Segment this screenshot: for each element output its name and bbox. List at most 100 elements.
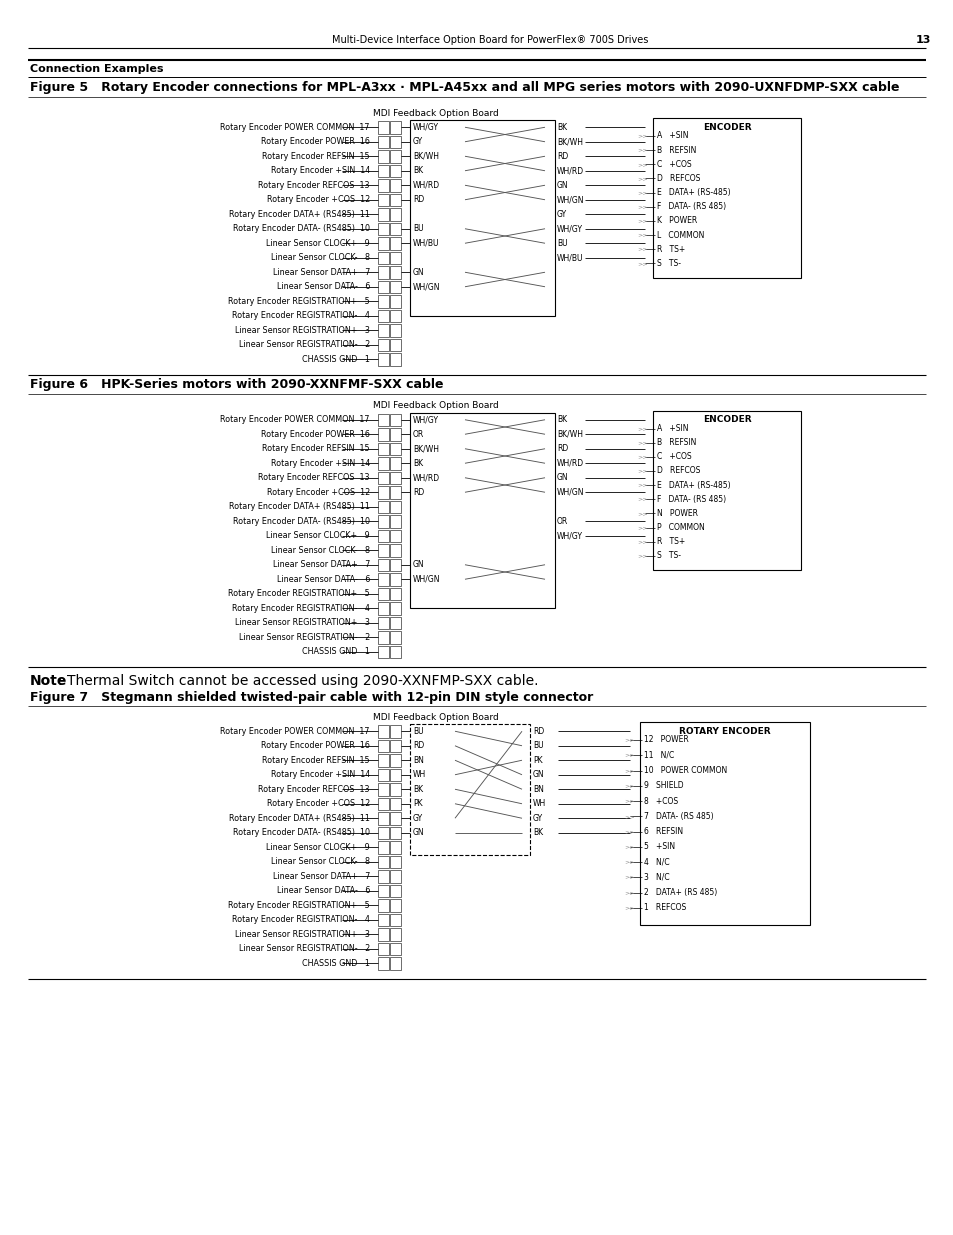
Text: WH/GN: WH/GN bbox=[413, 574, 440, 584]
Bar bbox=[377, 601, 389, 615]
Text: Rotary Encoder DATA- (RS485)  10: Rotary Encoder DATA- (RS485) 10 bbox=[233, 225, 370, 233]
Text: >>: >> bbox=[637, 496, 647, 501]
Text: Linear Sensor DATA+   7: Linear Sensor DATA+ 7 bbox=[273, 561, 370, 569]
Text: Rotary Encoder DATA- (RS485)  10: Rotary Encoder DATA- (RS485) 10 bbox=[233, 516, 370, 526]
Text: B   REFSIN: B REFSIN bbox=[657, 146, 696, 154]
Text: GN: GN bbox=[557, 180, 568, 190]
Bar bbox=[377, 487, 389, 499]
Bar bbox=[390, 353, 400, 366]
Text: Linear Sensor DATA+   7: Linear Sensor DATA+ 7 bbox=[273, 872, 370, 881]
Text: 5   +SIN: 5 +SIN bbox=[643, 842, 675, 851]
Text: Linear Sensor REGISTRATION-   2: Linear Sensor REGISTRATION- 2 bbox=[238, 341, 370, 350]
Bar bbox=[377, 798, 389, 810]
Bar bbox=[390, 472, 400, 484]
Text: >>: >> bbox=[623, 783, 634, 788]
Text: Rotary Encoder +SIN  14: Rotary Encoder +SIN 14 bbox=[271, 167, 370, 175]
Text: D   REFCOS: D REFCOS bbox=[657, 467, 700, 475]
Bar bbox=[390, 136, 400, 148]
Text: Linear Sensor CLOCK-   8: Linear Sensor CLOCK- 8 bbox=[271, 857, 370, 866]
Text: Linear Sensor CLOCK-   8: Linear Sensor CLOCK- 8 bbox=[271, 253, 370, 262]
Text: F   DATA- (RS 485): F DATA- (RS 485) bbox=[657, 495, 725, 504]
Bar bbox=[377, 826, 389, 839]
Text: Rotary Encoder REFCOS  13: Rotary Encoder REFCOS 13 bbox=[258, 784, 370, 794]
Text: BK: BK bbox=[413, 458, 423, 468]
Text: Rotary Encoder POWER COMMON  17: Rotary Encoder POWER COMMON 17 bbox=[220, 122, 370, 132]
Text: A   +SIN: A +SIN bbox=[657, 131, 688, 141]
Text: >>: >> bbox=[623, 890, 634, 895]
Text: Connection Examples: Connection Examples bbox=[30, 64, 163, 74]
Bar bbox=[377, 558, 389, 571]
Text: Rotary Encoder REFSIN  15: Rotary Encoder REFSIN 15 bbox=[262, 152, 370, 161]
Bar bbox=[377, 616, 389, 629]
Text: WH/GY: WH/GY bbox=[557, 225, 582, 233]
Bar bbox=[390, 631, 400, 643]
Bar bbox=[390, 164, 400, 177]
Bar bbox=[377, 266, 389, 279]
Bar bbox=[390, 768, 400, 781]
Text: RD: RD bbox=[413, 741, 424, 750]
Bar bbox=[390, 324, 400, 336]
Text: Figure 6   HPK-Series motors with 2090-XXNFMF-SXX cable: Figure 6 HPK-Series motors with 2090-XXN… bbox=[30, 378, 443, 391]
Text: WH/GN: WH/GN bbox=[413, 283, 440, 291]
Bar bbox=[377, 164, 389, 177]
Bar bbox=[390, 515, 400, 527]
Text: Linear Sensor REGISTRATION+   3: Linear Sensor REGISTRATION+ 3 bbox=[234, 326, 370, 335]
Text: GY: GY bbox=[413, 814, 423, 823]
Text: BK: BK bbox=[557, 415, 566, 425]
Text: >>: >> bbox=[637, 440, 647, 445]
Bar bbox=[390, 899, 400, 911]
Bar bbox=[390, 942, 400, 955]
Bar bbox=[390, 798, 400, 810]
Bar bbox=[390, 487, 400, 499]
Bar bbox=[377, 588, 389, 600]
Bar bbox=[377, 414, 389, 426]
Text: BU: BU bbox=[413, 225, 423, 233]
Text: BU: BU bbox=[557, 238, 567, 248]
Text: GN: GN bbox=[533, 771, 544, 779]
Bar bbox=[377, 121, 389, 133]
Text: GY: GY bbox=[533, 814, 542, 823]
Bar bbox=[377, 207, 389, 221]
Text: S   TS-: S TS- bbox=[657, 259, 680, 268]
Text: Rotary Encoder +COS  12: Rotary Encoder +COS 12 bbox=[267, 488, 370, 496]
Text: GY: GY bbox=[413, 137, 423, 146]
Text: Rotary Encoder DATA+ (RS485)  11: Rotary Encoder DATA+ (RS485) 11 bbox=[229, 503, 370, 511]
Text: BK: BK bbox=[533, 829, 542, 837]
Bar bbox=[390, 266, 400, 279]
Text: WH/BU: WH/BU bbox=[413, 238, 439, 248]
Bar bbox=[377, 442, 389, 454]
Text: CHASSIS GND   1: CHASSIS GND 1 bbox=[302, 647, 370, 656]
Bar bbox=[377, 899, 389, 911]
Text: >>: >> bbox=[623, 905, 634, 910]
Bar bbox=[390, 856, 400, 868]
Bar bbox=[377, 500, 389, 513]
Text: >>: >> bbox=[637, 454, 647, 459]
Bar bbox=[377, 725, 389, 737]
Bar bbox=[390, 811, 400, 825]
Bar bbox=[377, 841, 389, 853]
Text: WH/RD: WH/RD bbox=[413, 180, 439, 190]
Text: >>: >> bbox=[637, 190, 647, 195]
Bar bbox=[377, 338, 389, 351]
Text: WH/GY: WH/GY bbox=[413, 122, 438, 132]
Text: WH: WH bbox=[413, 771, 426, 779]
Text: 10   POWER COMMON: 10 POWER COMMON bbox=[643, 766, 726, 776]
Text: Rotary Encoder POWER COMMON  17: Rotary Encoder POWER COMMON 17 bbox=[220, 415, 370, 425]
Bar bbox=[390, 573, 400, 585]
Bar bbox=[652, 119, 801, 278]
Bar bbox=[377, 237, 389, 249]
Text: WH/RD: WH/RD bbox=[413, 473, 439, 482]
Text: Figure 7   Stegmann shielded twisted-pair cable with 12-pin DIN style connector: Figure 7 Stegmann shielded twisted-pair … bbox=[30, 692, 593, 704]
Text: 11   N/C: 11 N/C bbox=[643, 751, 674, 760]
Bar bbox=[390, 149, 400, 163]
Text: R   TS+: R TS+ bbox=[657, 537, 684, 546]
Bar bbox=[390, 841, 400, 853]
Bar bbox=[377, 783, 389, 795]
Bar bbox=[390, 646, 400, 658]
Text: >>: >> bbox=[637, 483, 647, 488]
Text: WH: WH bbox=[533, 799, 546, 808]
Text: 12   POWER: 12 POWER bbox=[643, 736, 688, 745]
Bar bbox=[410, 724, 530, 855]
Text: ROTARY ENCODER: ROTARY ENCODER bbox=[679, 726, 770, 736]
Text: Rotary Encoder REGISTRATION+   5: Rotary Encoder REGISTRATION+ 5 bbox=[228, 296, 370, 306]
